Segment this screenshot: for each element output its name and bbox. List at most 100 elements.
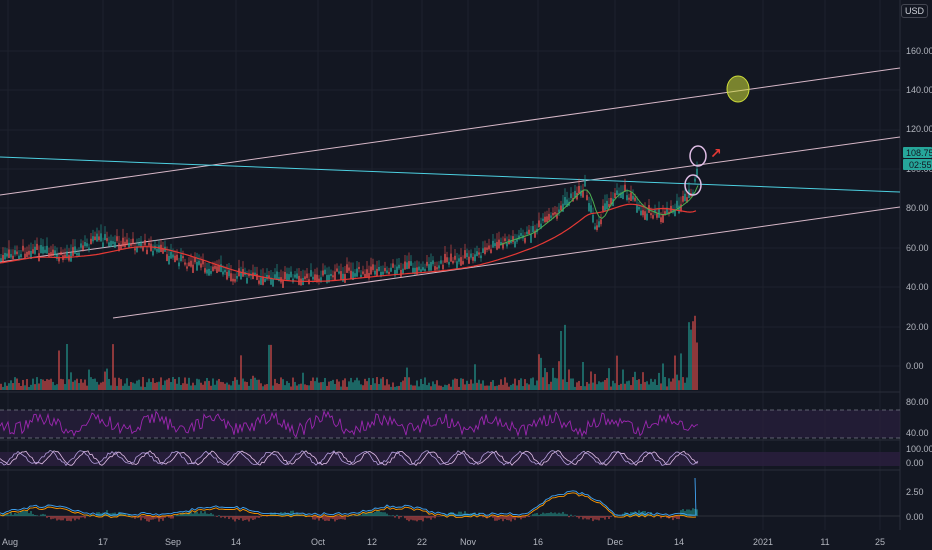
candle-body — [276, 271, 278, 280]
macd-histogram-bar — [372, 513, 374, 516]
macd-histogram-bar — [258, 516, 260, 518]
volume-bar — [322, 382, 324, 390]
candle-body — [416, 267, 418, 275]
macd-histogram-bar — [164, 516, 166, 518]
volume-bar — [210, 385, 212, 390]
macd-histogram-bar — [64, 516, 66, 519]
volume-bar — [482, 380, 484, 390]
annotations[interactable]: ↗ — [684, 75, 750, 196]
candle-body — [124, 241, 126, 248]
volume-bar — [600, 382, 602, 390]
volume-bar — [46, 379, 48, 390]
volume-bar — [534, 385, 536, 390]
volume-bar — [442, 386, 444, 390]
macd-histogram-bar — [592, 516, 594, 522]
volume-bar — [240, 355, 242, 390]
macd-histogram-bar — [554, 512, 556, 516]
candle-body — [684, 193, 686, 202]
macd-histogram-bar — [30, 511, 32, 516]
macd-histogram-bar — [618, 515, 620, 516]
volume-bar — [550, 381, 552, 390]
candle-body — [686, 197, 688, 203]
volume-bar — [154, 382, 156, 390]
macd-histogram-bar — [548, 512, 550, 516]
macd-histogram-bar — [256, 516, 258, 518]
candle-body — [252, 272, 254, 280]
candle-body — [560, 205, 562, 211]
macd-histogram-bar — [224, 516, 226, 519]
candle-body — [204, 268, 206, 273]
macd-histogram-bar — [388, 515, 390, 516]
macd-histogram-bar — [414, 516, 416, 521]
rsi-axis-label: 80.00 — [906, 397, 929, 407]
candle-body — [168, 256, 170, 265]
macd-histogram-bar — [44, 514, 46, 516]
time-axis[interactable]: Aug 17 Sep 14 Oct 12 22 Nov 16 Dec 14 2021 11 25 — [2, 537, 885, 547]
candle-body — [594, 226, 596, 230]
time-axis-label: 11 — [820, 537, 829, 547]
candle-body — [434, 266, 436, 271]
volume-bar — [636, 380, 638, 390]
macd-histogram-bar — [124, 513, 126, 516]
volume-bar — [178, 377, 180, 390]
macd-histogram-bar — [458, 511, 460, 516]
macd-histogram-bar — [404, 516, 406, 519]
macd-histogram-bar — [72, 516, 74, 519]
volume-bar — [378, 384, 380, 390]
candle-body — [462, 261, 464, 265]
volume-bar — [366, 381, 368, 390]
price-axis[interactable]: 160.00 140.00 120.00 100.00 80.00 60.00 40.00 2… — [906, 46, 932, 522]
volume-bar — [628, 380, 630, 390]
candle-body — [388, 271, 390, 275]
macd-histogram-bar — [426, 516, 428, 519]
volume-bar — [446, 385, 448, 390]
volume-bar — [690, 329, 692, 390]
macd-histogram-bar — [74, 516, 76, 521]
volume-bar — [176, 383, 178, 390]
volume-bar — [394, 386, 396, 390]
volume-bar — [488, 385, 490, 390]
volume-bar — [406, 367, 408, 390]
volume-bar — [552, 367, 554, 390]
volume-bar — [274, 378, 276, 390]
candle-body — [66, 251, 68, 259]
macd-histogram-bar — [696, 509, 698, 516]
candle-body — [340, 271, 342, 281]
macd-histogram-bar — [610, 516, 612, 518]
macd-histogram-bar — [34, 514, 36, 516]
macd-histogram-bar — [376, 510, 378, 516]
volume-bar — [360, 384, 362, 390]
macd-histogram-bar — [398, 516, 400, 519]
macd-histogram-bar — [400, 516, 402, 518]
candle-body — [266, 274, 268, 280]
macd-histogram-bar — [186, 512, 188, 516]
volume-bar — [634, 371, 636, 390]
macd-histogram-bar — [144, 516, 146, 519]
candle-body — [236, 276, 238, 279]
macd-histogram-bar — [238, 516, 240, 520]
macd-histogram-bar — [566, 514, 568, 516]
macd-histogram-bar — [272, 513, 274, 516]
candle-body — [318, 278, 320, 282]
currency-selector[interactable]: USD — [900, 4, 928, 18]
candle-body — [438, 265, 440, 269]
macd-histogram-bar — [410, 516, 412, 520]
macd-histogram-bar — [560, 513, 562, 516]
candle-body — [526, 231, 528, 235]
volume-bar — [310, 380, 312, 390]
volume-bar — [102, 381, 104, 390]
volume-bar — [36, 377, 38, 390]
volume-bar — [458, 386, 460, 390]
candle-body — [102, 242, 104, 248]
candle-body — [90, 238, 92, 245]
volume-bar — [652, 381, 654, 390]
macd-histogram-bar — [316, 516, 318, 519]
macd-histogram-bar — [158, 516, 160, 522]
macd-histogram-bar — [52, 516, 54, 519]
macd-histogram-bar — [492, 516, 494, 518]
candle-body — [376, 268, 378, 277]
macd-histogram-bar — [532, 514, 534, 516]
volume-bar — [346, 386, 348, 390]
macd-histogram-bar — [450, 512, 452, 516]
